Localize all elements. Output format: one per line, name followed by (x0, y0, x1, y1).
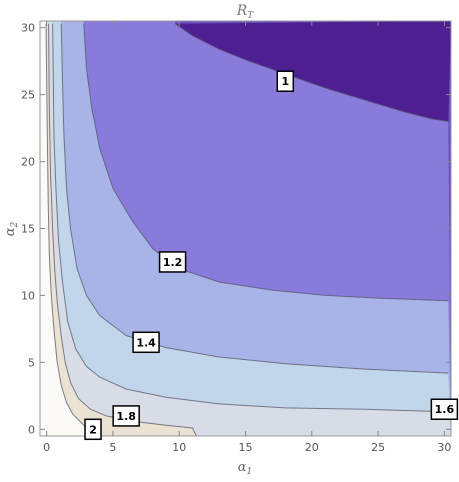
y-tick-label: 25 (21, 89, 35, 102)
x-tick-label: 30 (437, 441, 451, 454)
contour-line-1.6 (52, 23, 449, 413)
contour-label-text: 1.4 (136, 336, 156, 349)
contour-regions (40, 21, 451, 436)
contour-line-1.4 (60, 23, 449, 374)
y-tick-label: 20 (21, 156, 35, 169)
x-tick-label: 0 (43, 441, 50, 454)
y-tick-label: 30 (21, 22, 35, 35)
region-below-1.2 (83, 21, 451, 436)
region-below-1-top (175, 21, 451, 122)
contour-label-box (112, 405, 140, 427)
contour-label-box (276, 70, 295, 92)
x-tick-label: 10 (172, 441, 186, 454)
contour-label-text: 1 (281, 75, 289, 88)
contour-label-box (430, 398, 459, 420)
chart-title: RT (236, 3, 255, 21)
contour-line-1 (174, 23, 449, 122)
x-tick-label: 15 (239, 441, 253, 454)
contour-label-1.6: 1.6 (430, 398, 459, 420)
contour-label-text: 2 (89, 423, 97, 436)
contour-label-text: 1.8 (116, 410, 136, 423)
plot-area (40, 21, 451, 436)
y-tick-label: 15 (21, 223, 35, 236)
x-axis-ticks: 0 5 10 15 20 25 30 (43, 21, 451, 454)
contour-label-1.8: 1.8 (112, 405, 140, 427)
contour-labels: 1 1.2 1.4 1.6 1.8 2 (84, 70, 459, 441)
contour-label-box (84, 418, 102, 441)
y-axis-label: α2 (3, 221, 20, 236)
contour-label-box (132, 331, 160, 354)
y-tick-label: 5 (28, 356, 35, 369)
x-tick-label: 20 (305, 441, 319, 454)
contour-label-box (158, 251, 187, 273)
contour-label-1.4: 1.4 (132, 331, 160, 354)
y-axis-ticks: 0 5 10 15 20 25 30 (21, 22, 451, 436)
y-tick-label: 0 (28, 423, 35, 436)
contour-line-1.8 (48, 23, 197, 436)
y-tick-label: 10 (21, 289, 35, 302)
x-tick-label: 25 (371, 441, 385, 454)
x-tick-label: 5 (109, 441, 116, 454)
contour-label-2: 2 (84, 418, 102, 441)
contour-label-1.2: 1.2 (158, 251, 187, 273)
x-axis-label: α1 (238, 460, 253, 477)
contour-line-2 (45, 23, 94, 436)
contour-label-text: 1.6 (435, 403, 455, 416)
contour-line-1.2 (83, 23, 449, 302)
contour-label-text: 1.2 (163, 256, 183, 269)
contour-lines (45, 23, 449, 436)
contour-label-1: 1 (276, 70, 295, 92)
